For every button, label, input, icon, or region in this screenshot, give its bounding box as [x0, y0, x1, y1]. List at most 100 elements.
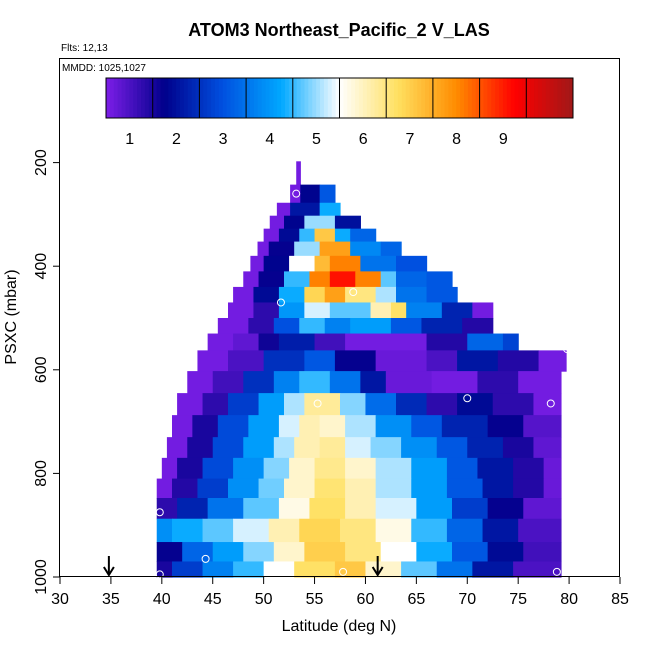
colorbar-swatch [362, 78, 368, 118]
colorbar-swatch [467, 78, 473, 118]
heatmap-cell [304, 302, 331, 319]
colorbar-swatch [261, 78, 267, 118]
y-tick-label: 600 [33, 356, 50, 383]
heatmap-cell [243, 271, 260, 288]
colorbar-swatch [502, 78, 508, 118]
colorbar-swatch [339, 78, 344, 118]
heatmap-cell [375, 350, 428, 372]
colorbar-swatch [141, 78, 146, 118]
heatmap-cell [278, 302, 305, 319]
colorbar-swatch [545, 78, 551, 118]
colorbar-swatch [569, 78, 574, 118]
heatmap-cell [177, 393, 204, 416]
heatmap-cell [329, 271, 356, 288]
heatmap-cell [202, 393, 229, 416]
arrow-marker [103, 556, 115, 577]
colorbar-swatch [183, 78, 189, 118]
heatmap-cell [431, 371, 479, 394]
colorbar-swatch [323, 78, 329, 118]
colorbar-tick-label: 6 [359, 131, 368, 148]
heatmap-cell [212, 542, 244, 563]
colorbar-swatch [308, 78, 313, 118]
heatmap-cell [390, 302, 407, 319]
colorbar-swatch [106, 78, 111, 118]
heatmap-cell [396, 393, 428, 416]
heatmap-cell [477, 457, 514, 480]
colorbar-swatch [168, 78, 173, 118]
heatmap-cell [268, 518, 300, 543]
heatmap-cell [543, 478, 562, 499]
heatmap-cell [360, 255, 397, 272]
sample-marker [292, 189, 301, 198]
heatmap-cell [513, 478, 545, 499]
x-tick-label: 75 [509, 591, 527, 608]
heatmap-cell [426, 350, 458, 372]
colorbar-swatch [405, 78, 411, 118]
x-tick-label: 40 [153, 591, 171, 608]
heatmap-cell [243, 498, 280, 520]
heatmap-cell [350, 228, 377, 243]
heatmap-cell [497, 350, 540, 372]
y-axis-label: PSXC (mbar) [3, 269, 20, 364]
heatmap-cell [299, 371, 331, 394]
arrow-markers [103, 556, 384, 577]
colorbar-swatch [211, 78, 216, 118]
colorbar-swatch [401, 78, 407, 118]
heatmap-cell [314, 255, 331, 272]
y-tick-label: 400 [33, 253, 50, 280]
heatmap-cell [309, 271, 331, 288]
colorbar-swatch [460, 78, 465, 118]
heatmap-cell [380, 542, 417, 563]
colorbar-swatch [195, 78, 200, 118]
heatmap-cell [472, 561, 514, 578]
heatmap-cell [441, 302, 473, 319]
colorbar-swatch [464, 78, 469, 118]
heatmap-cell [263, 255, 290, 272]
heatmap-cell [426, 393, 458, 416]
heatmap-cell [401, 437, 438, 459]
heatmap-cell [182, 542, 214, 563]
heatmap-cell [467, 333, 504, 351]
heatmap-cell [243, 371, 275, 394]
colorbar-swatch [253, 78, 259, 118]
colorbar-swatch [176, 78, 181, 118]
heatmap-cell [172, 478, 199, 499]
heatmap-cell [340, 518, 377, 543]
colorbar: 1 2 3 4 5 6 7 8 9 [105, 77, 574, 148]
heatmap-cell [248, 415, 280, 438]
sample-marker [349, 288, 358, 297]
heatmap-cell [257, 241, 270, 257]
heatmap-cell [401, 561, 438, 578]
heatmap-cell [296, 161, 301, 186]
heatmap-cell [299, 318, 326, 335]
x-axis: 30 35 40 45 50 55 60 65 70 75 80 85 [51, 577, 629, 608]
heatmap-cell [441, 415, 489, 438]
colorbar-swatch [316, 78, 321, 118]
heatmap-cell [396, 286, 428, 304]
heatmap-cell [258, 478, 285, 499]
date-label: MMDD: 1025,1027 [62, 63, 146, 74]
x-tick-label: 35 [102, 591, 120, 608]
colorbar-swatch [218, 78, 224, 118]
colorbar-swatch [304, 78, 309, 118]
colorbar-swatch [483, 78, 488, 118]
heatmap-cell [375, 457, 412, 480]
heatmap-cell [319, 415, 346, 438]
heatmap-cell [273, 437, 295, 459]
heatmap-cell [370, 302, 392, 319]
colorbar-swatch [366, 78, 372, 118]
heatmap-cell [345, 286, 377, 304]
heatmap-cell [289, 255, 316, 272]
heatmap-cell [207, 333, 234, 351]
heatmap-cell [345, 333, 428, 351]
x-tick-label: 55 [306, 591, 324, 608]
sample-marker [276, 298, 285, 307]
colorbar-swatch [129, 78, 134, 118]
heatmap-cell [345, 478, 377, 499]
heatmap-cell [370, 437, 402, 459]
heatmap-cell [263, 350, 305, 372]
colorbar-swatch [499, 78, 504, 118]
heatmap-cell [161, 457, 178, 480]
heatmap-cell [202, 518, 234, 543]
colorbar-swatch [335, 78, 340, 118]
